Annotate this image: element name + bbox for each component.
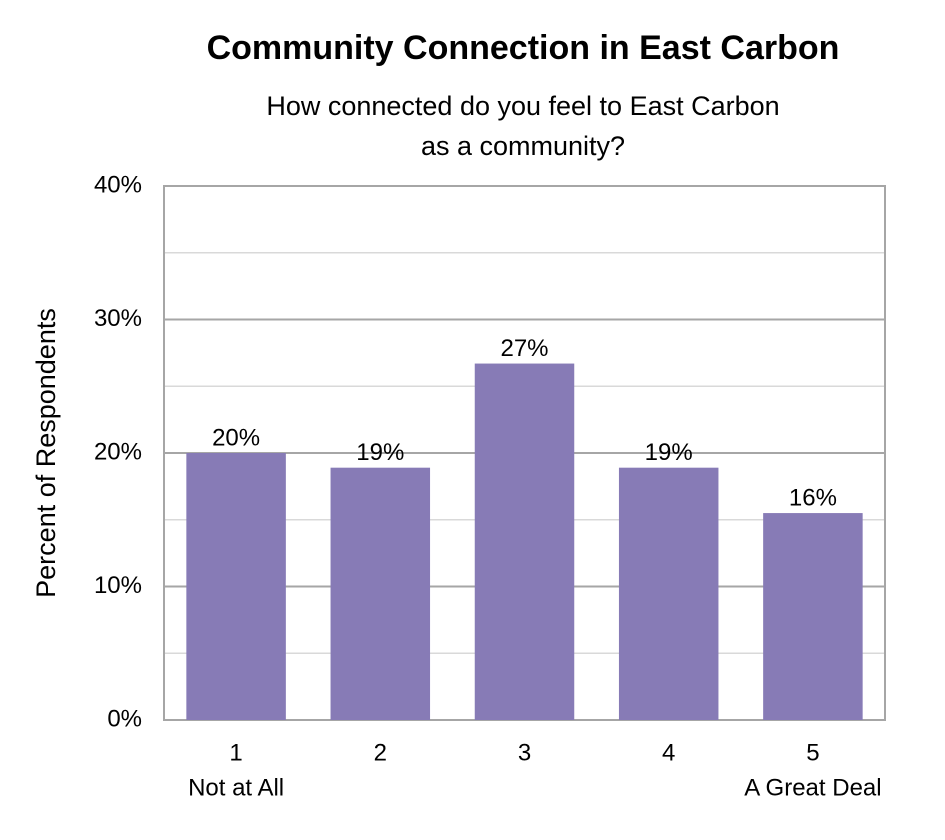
data-label: 20% <box>212 424 260 451</box>
x-tick-sublabel: A Great Deal <box>744 774 881 801</box>
bar <box>186 453 286 720</box>
chart-subtitle: How connected do you feel to East Carbon <box>266 91 779 121</box>
x-tick-label: 5 <box>806 739 819 766</box>
x-tick-label: 4 <box>662 739 675 766</box>
x-tick-label: 1 <box>229 739 242 766</box>
y-tick-label: 20% <box>94 438 142 465</box>
bar <box>618 467 719 720</box>
y-tick-label: 10% <box>94 572 142 599</box>
bar <box>474 363 575 720</box>
data-label: 16% <box>789 484 837 511</box>
data-label: 27% <box>500 335 548 362</box>
y-tick-label: 30% <box>94 305 142 332</box>
y-tick-label: 0% <box>107 705 142 732</box>
chart-subtitle: as a community? <box>421 131 625 161</box>
x-tick-label: 2 <box>374 739 387 766</box>
x-tick-label: 3 <box>518 739 531 766</box>
bar <box>763 513 863 720</box>
bar <box>330 467 431 720</box>
x-tick-sublabel: Not at All <box>188 774 284 801</box>
data-label: 19% <box>645 439 693 466</box>
y-tick-label: 40% <box>94 171 142 198</box>
chart-title: Community Connection in East Carbon <box>207 29 840 67</box>
y-axis-label: Percent of Respondents <box>31 308 61 598</box>
data-label: 19% <box>356 439 404 466</box>
